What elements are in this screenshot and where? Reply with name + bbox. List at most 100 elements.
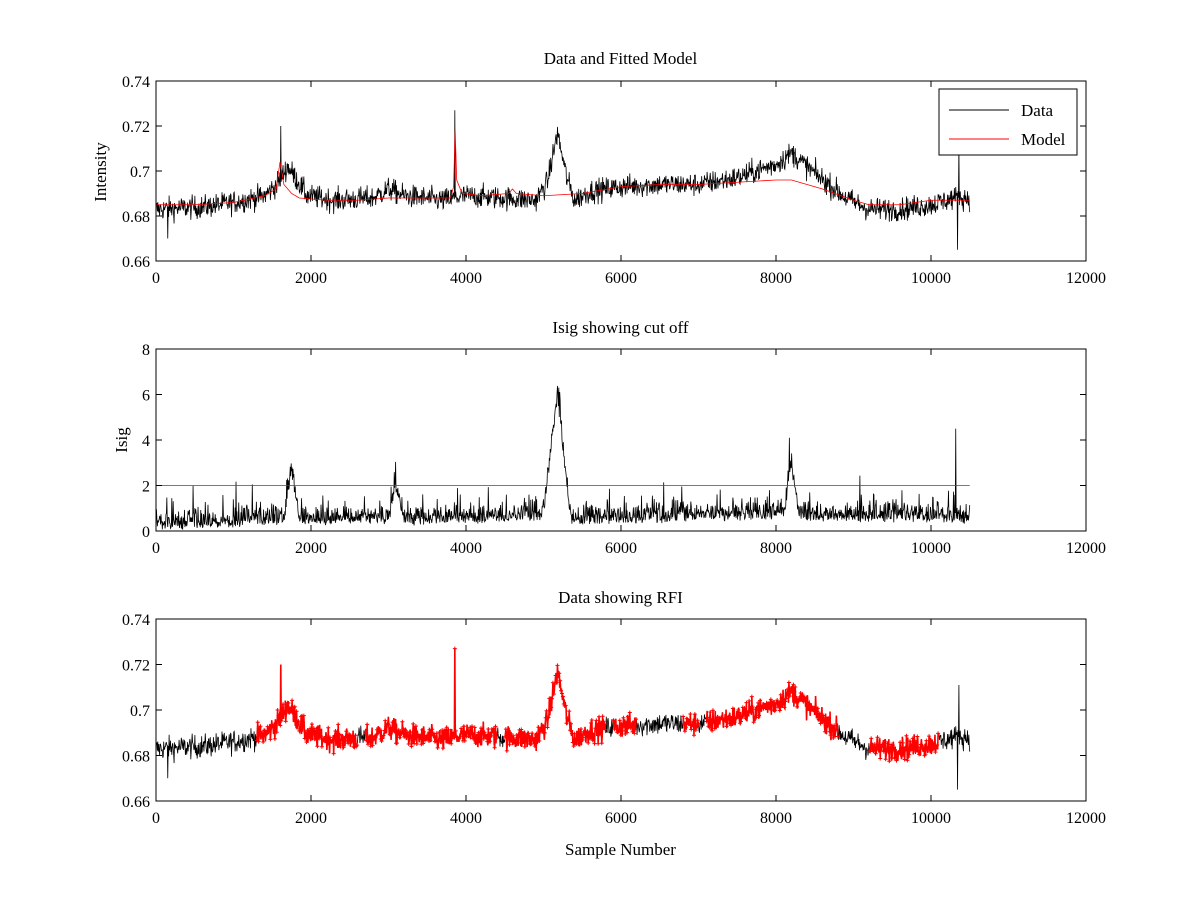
rfi-marker (618, 733, 623, 738)
rfi-marker (791, 682, 796, 687)
rfi-marker (494, 731, 499, 736)
rfi-marker (572, 731, 577, 736)
rfi-marker (747, 698, 752, 703)
rfi-marker (586, 741, 591, 746)
rfi-marker (549, 705, 554, 710)
rfi-marker (684, 716, 689, 721)
panel-data-and-model: Data and Fitted Model Intensity 0 2000 400… (91, 49, 1106, 287)
rfi-marker (326, 725, 331, 730)
rfi-marker (587, 730, 592, 735)
x-tick-label: 4000 (450, 540, 482, 557)
rfi-marker (815, 706, 820, 711)
rfi-marker (395, 732, 400, 737)
rfi-marker (290, 698, 295, 703)
rfi-marker (471, 732, 476, 737)
rfi-marker (695, 718, 700, 723)
rfi-marker (879, 748, 884, 753)
series-rfi (254, 646, 941, 764)
rfi-marker (559, 691, 564, 696)
rfi-marker (430, 727, 435, 732)
rfi-marker (449, 741, 454, 746)
rfi-marker (596, 741, 601, 746)
series-model (156, 130, 970, 206)
rfi-marker (690, 722, 695, 727)
rfi-marker (425, 737, 430, 742)
rfi-marker (474, 733, 479, 738)
rfi-marker (281, 702, 286, 707)
rfi-marker (452, 646, 457, 651)
rfi-marker (491, 726, 496, 731)
rfi-marker (309, 722, 314, 727)
rfi-marker (573, 739, 578, 744)
rfi-marker (556, 674, 561, 679)
rfi-marker (409, 744, 414, 749)
rfi-marker (625, 714, 630, 719)
rfi-marker (512, 737, 517, 742)
rfi-marker (594, 718, 599, 723)
rfi-marker (633, 727, 638, 732)
rfi-marker (384, 725, 389, 730)
rfi-marker (785, 692, 790, 697)
rfi-marker (272, 736, 277, 741)
rfi-marker (453, 728, 458, 733)
rfi-marker (298, 726, 303, 731)
rfi-marker (529, 741, 534, 746)
rfi-marker (477, 737, 482, 742)
rfi-marker (336, 722, 341, 727)
rfi-marker (592, 741, 597, 746)
rfi-marker (536, 725, 541, 730)
rfi-marker (444, 725, 449, 730)
rfi-marker (915, 734, 920, 739)
rfi-marker (713, 725, 718, 730)
rfi-marker (568, 728, 573, 733)
rfi-marker (874, 748, 879, 753)
rfi-marker (435, 745, 440, 750)
rfi-marker (432, 739, 437, 744)
rfi-marker (557, 671, 562, 676)
rfi-marker (620, 729, 625, 734)
rfi-marker (928, 737, 933, 742)
rfi-marker (816, 717, 821, 722)
rfi-marker (902, 757, 907, 762)
rfi-marker (283, 719, 288, 724)
rfi-marker (903, 745, 908, 750)
rfi-marker (911, 743, 916, 748)
y-tick-label: 2 (142, 479, 150, 496)
rfi-marker (756, 700, 761, 705)
y-tick-label: 4 (142, 433, 150, 450)
x-tick-label: 2000 (295, 810, 327, 827)
rfi-marker (931, 741, 936, 746)
rfi-marker (526, 731, 531, 736)
y-tick-label: 0.68 (122, 209, 150, 226)
rfi-marker (433, 735, 438, 740)
rfi-marker (302, 736, 307, 741)
rfi-marker (914, 743, 919, 748)
rfi-marker (428, 738, 433, 743)
rfi-marker (319, 744, 324, 749)
rfi-marker (804, 695, 809, 700)
axes-box (155, 618, 1087, 802)
rfi-marker (304, 740, 309, 745)
rfi-marker (757, 713, 762, 718)
rfi-marker (481, 736, 486, 741)
rfi-marker (784, 696, 789, 701)
rfi-marker (370, 743, 375, 748)
rfi-marker (710, 708, 715, 713)
rfi-marker (484, 735, 489, 740)
rfi-marker (705, 715, 710, 720)
rfi-marker (628, 726, 633, 731)
rfi-marker (377, 726, 382, 731)
rfi-marker (279, 718, 284, 723)
axes-box (155, 80, 1087, 262)
rfi-marker (611, 718, 616, 723)
rfi-marker (581, 729, 586, 734)
rfi-marker (260, 731, 265, 736)
rfi-marker (912, 738, 917, 743)
rfi-marker (580, 737, 585, 742)
rfi-marker (757, 698, 762, 703)
rfi-marker (386, 722, 391, 727)
rfi-marker (381, 733, 386, 738)
rfi-marker (439, 740, 444, 745)
rfi-marker (625, 730, 630, 735)
rfi-marker (292, 704, 297, 709)
